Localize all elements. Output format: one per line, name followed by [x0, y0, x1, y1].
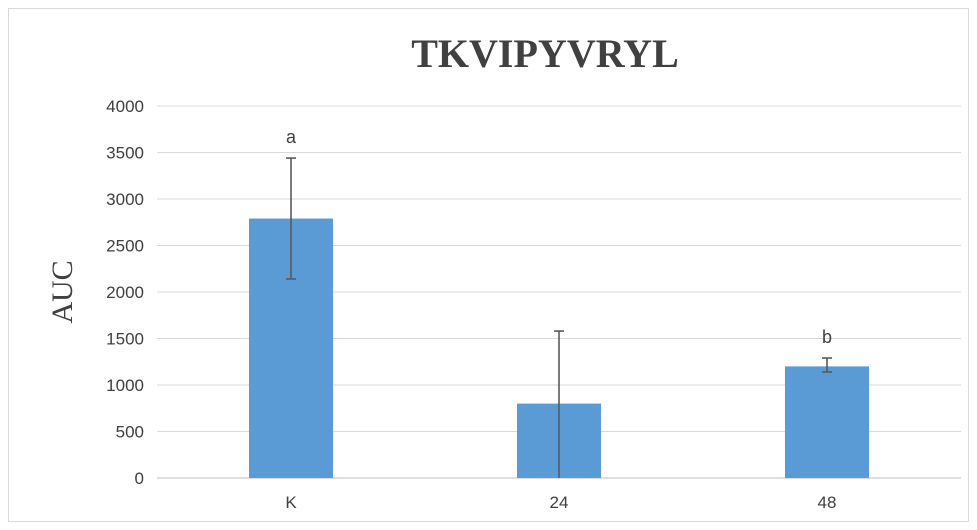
y-tick-label: 1000	[106, 376, 144, 395]
significance-label: a	[286, 127, 297, 147]
bars	[249, 218, 869, 478]
x-tick-label: 24	[550, 493, 569, 512]
error-bars	[286, 157, 832, 478]
y-tick-label: 0	[135, 469, 144, 488]
y-tick-label: 4000	[106, 97, 144, 116]
error-bar	[554, 330, 564, 478]
x-tick-label: 48	[818, 493, 837, 512]
chart-frame	[8, 8, 969, 522]
error-bar	[822, 357, 832, 373]
y-tick-label: 3500	[106, 144, 144, 163]
significance-label: b	[822, 327, 832, 347]
y-tick-label: 500	[116, 423, 144, 442]
y-tick-label: 2000	[106, 283, 144, 302]
y-axis-label: AUC	[46, 260, 79, 323]
error-bar	[286, 157, 296, 280]
y-tick-label: 2500	[106, 237, 144, 256]
bar	[785, 366, 869, 478]
y-tick-label: 3000	[106, 190, 144, 209]
chart-title: TKVIPYVRYL	[411, 31, 679, 76]
x-tick-labels: K 24 48	[285, 493, 836, 512]
significance-labels: ab	[286, 127, 832, 347]
y-tick-label: 1500	[106, 330, 144, 349]
x-tick-label: K	[285, 493, 297, 512]
y-tick-labels: 0 500 1000 1500 2000 2500 3000 3500 4000	[106, 97, 144, 488]
